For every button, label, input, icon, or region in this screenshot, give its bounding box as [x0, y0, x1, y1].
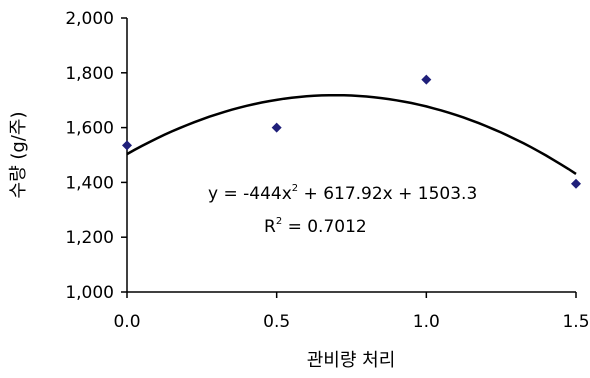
y-tick-label: 2,000 — [65, 9, 114, 29]
y-ticks: 1,000 1,200 1,400 1,600 1,800 2,000 — [65, 9, 127, 303]
y-tick-label: 1,600 — [65, 119, 114, 139]
data-point — [271, 122, 282, 133]
y-tick-label: 1,200 — [65, 228, 114, 248]
trendline-equation: y = -444x2 + 617.92x + 1503.3 — [208, 183, 477, 204]
data-point — [122, 140, 132, 151]
x-ticks: 0.0 0.5 1.0 1.5 — [113, 292, 590, 332]
x-tick-label: 1.0 — [413, 312, 440, 332]
data-point — [421, 74, 432, 85]
axes — [126, 18, 576, 293]
x-tick-label: 1.5 — [562, 312, 589, 332]
data-points — [122, 74, 581, 189]
x-tick-label: 0.5 — [263, 312, 290, 332]
x-tick-label: 0.0 — [113, 312, 140, 332]
y-tick-label: 1,800 — [65, 64, 114, 84]
y-tick-label: 1,000 — [65, 283, 114, 303]
trendline — [126, 93, 577, 175]
y-axis-title: 수량 (g/주) — [8, 112, 29, 199]
data-point — [571, 178, 581, 189]
x-axis-title: 관비량 처리 — [307, 350, 396, 371]
y-tick-label: 1,400 — [65, 173, 114, 193]
r-squared-label: R2 = 0.7012 — [264, 216, 367, 237]
